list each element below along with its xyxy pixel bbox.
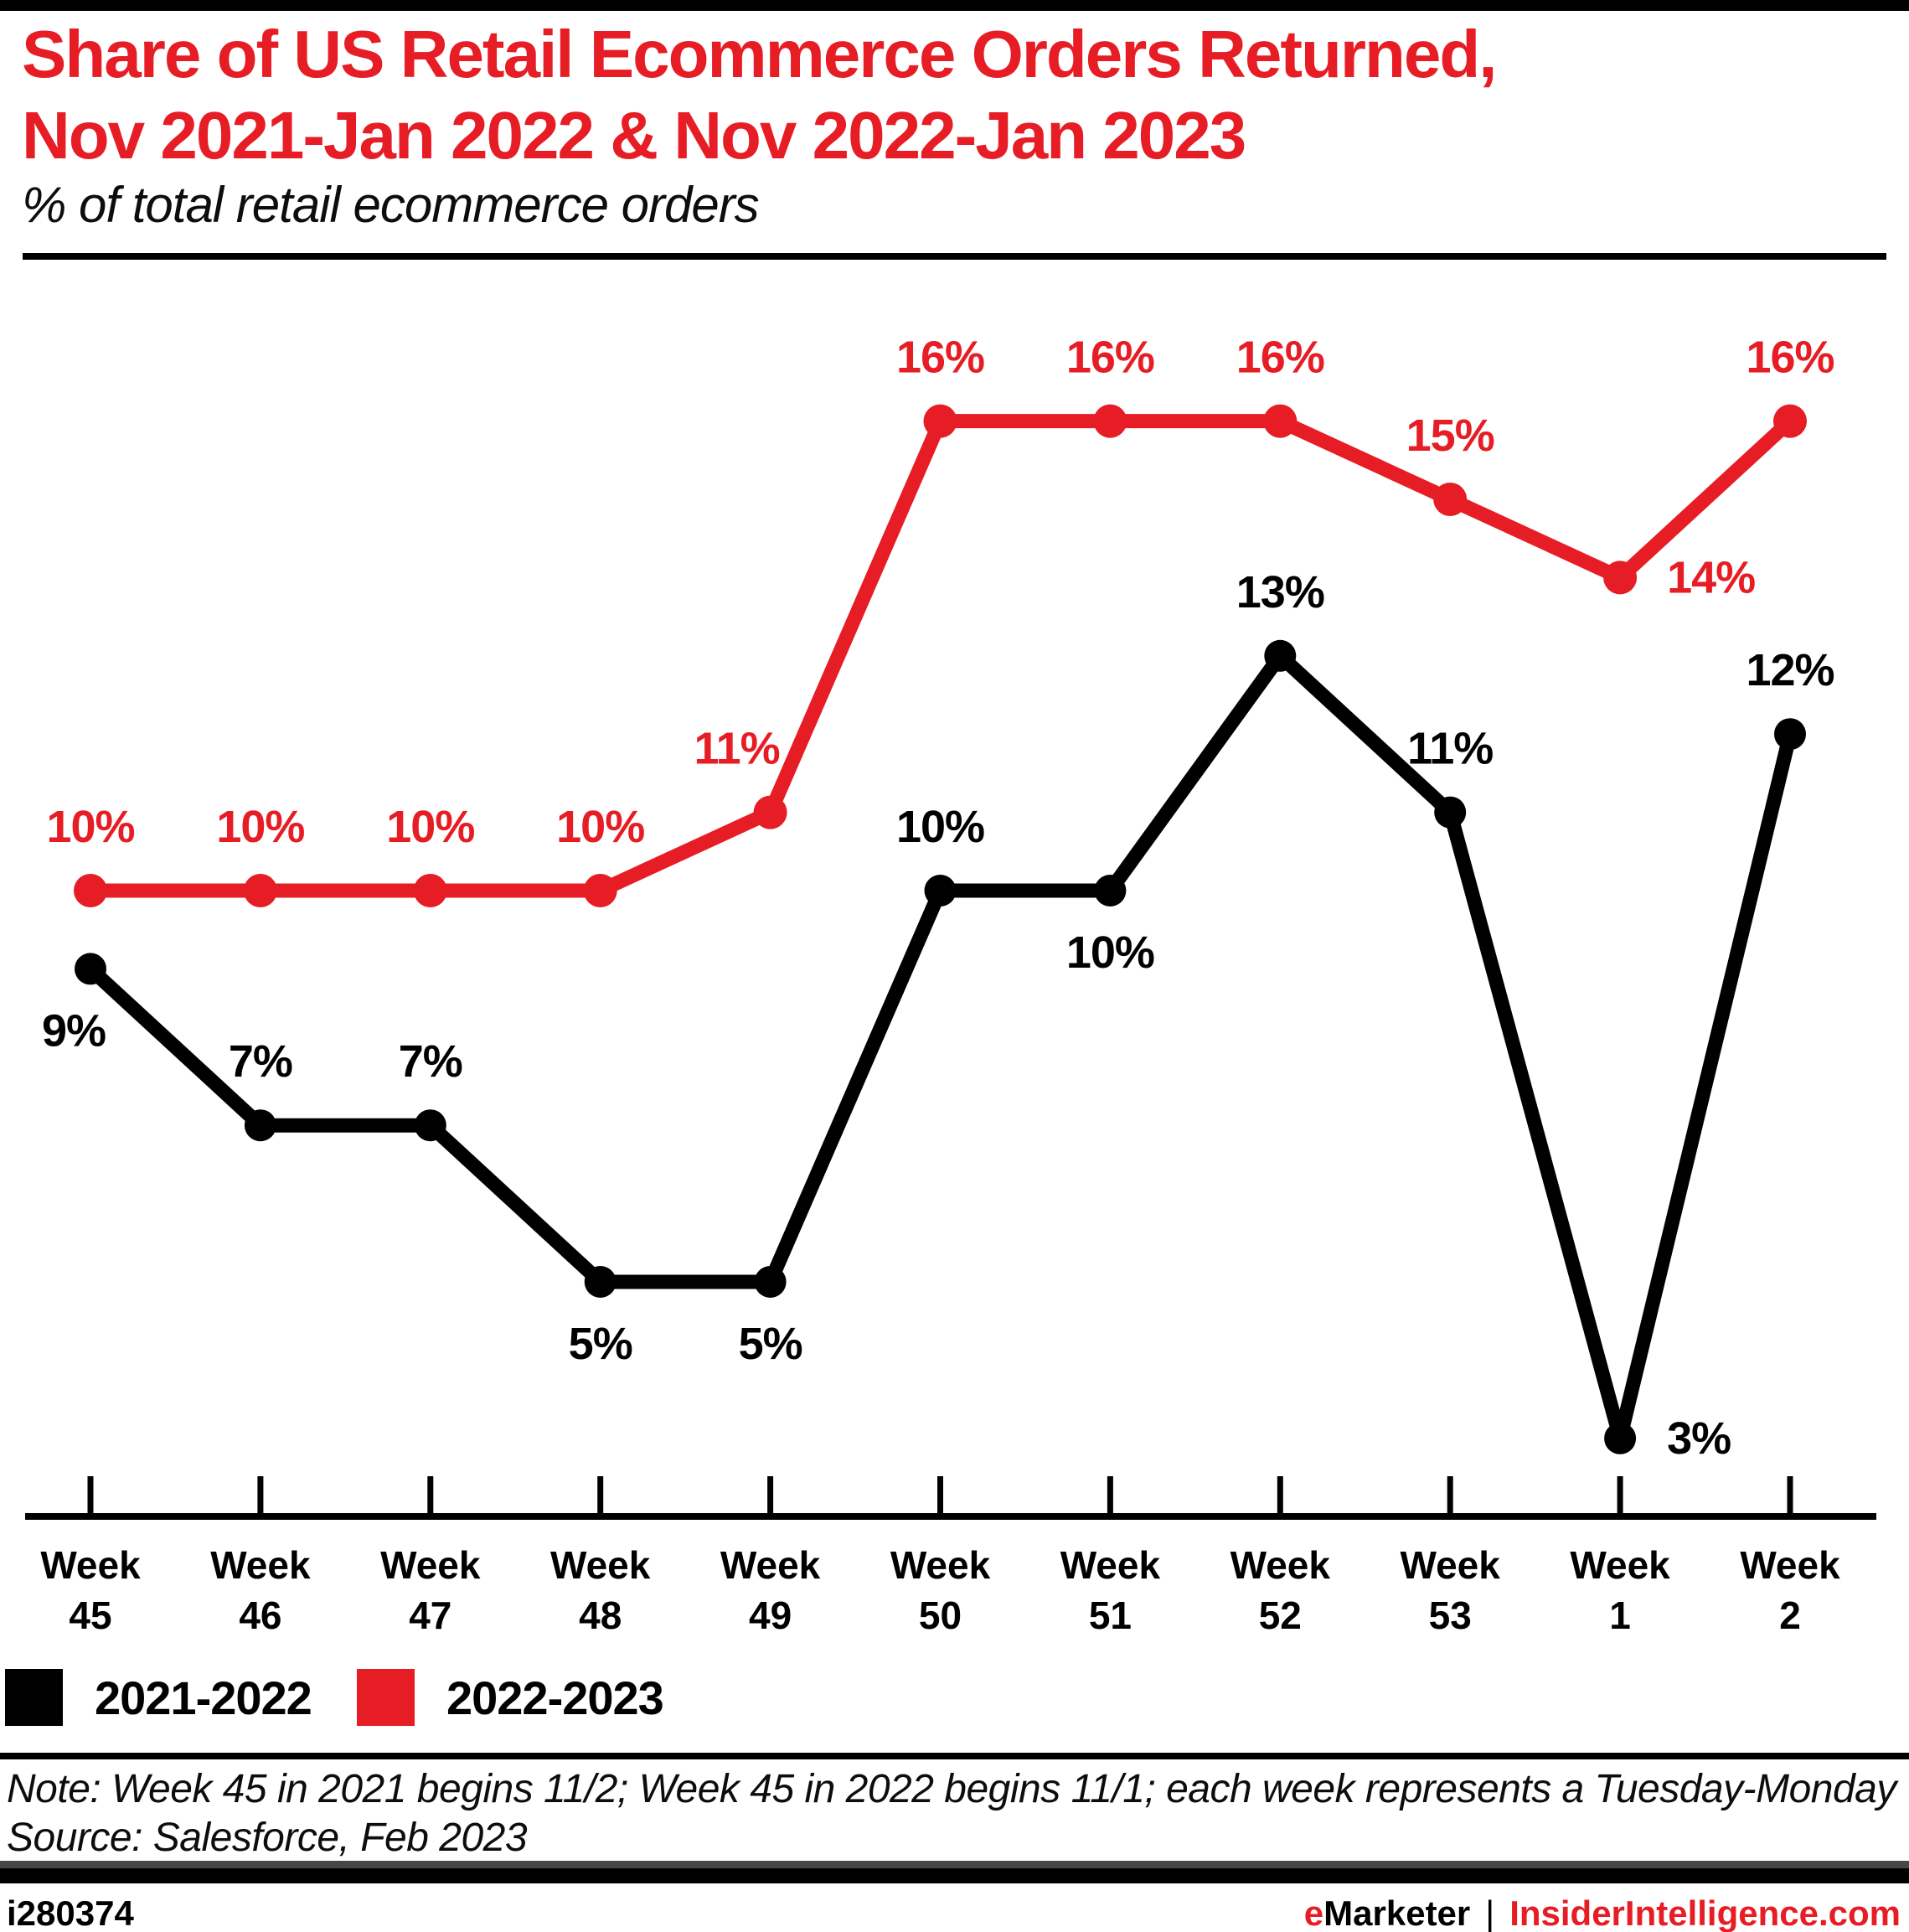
data-label: 5%	[569, 1319, 632, 1369]
data-label: 9%	[42, 1005, 106, 1056]
data-point	[75, 953, 106, 985]
x-axis-tick	[427, 1476, 434, 1520]
insider-intelligence-link[interactable]: InsiderIntelligence.com	[1509, 1893, 1901, 1932]
legend-swatch-2021-2022	[5, 1669, 63, 1726]
data-label: 12%	[1746, 645, 1834, 695]
emarketer-logo-e: e	[1303, 1893, 1324, 1932]
legend-label-2022-2023: 2022-2023	[446, 1671, 664, 1724]
x-axis-label: Week 49	[720, 1543, 821, 1637]
x-axis-label: Week 47	[380, 1543, 481, 1637]
data-label: 15%	[1406, 411, 1494, 461]
x-axis-tick	[87, 1476, 94, 1520]
data-label: 7%	[229, 1036, 292, 1087]
data-label: 10%	[46, 802, 134, 852]
x-axis-tick	[1447, 1476, 1453, 1520]
data-point	[754, 1266, 787, 1298]
x-axis-tick	[1107, 1476, 1113, 1520]
legend-label-2021-2022: 2021-2022	[95, 1671, 312, 1724]
chart-title: Share of US Retail Ecommerce Orders Retu…	[22, 13, 1497, 176]
data-label: 10%	[896, 802, 984, 852]
note-divider	[0, 1753, 1909, 1759]
data-point	[1774, 718, 1806, 751]
top-bar	[0, 0, 1909, 11]
data-label: 16%	[1066, 333, 1154, 383]
note-text: Note: Week 45 in 2021 begins 11/2; Week …	[7, 1767, 1896, 1811]
data-label: 16%	[896, 333, 984, 383]
data-point	[413, 874, 447, 907]
x-axis-label: Week 1	[1570, 1543, 1670, 1637]
data-point	[1264, 639, 1297, 672]
data-label: 3%	[1667, 1413, 1731, 1464]
title-divider	[23, 253, 1886, 260]
source-text: Source: Salesforce, Feb 2023	[7, 1816, 528, 1860]
data-label: 10%	[556, 802, 644, 852]
data-label: 10%	[386, 802, 474, 852]
data-point	[1603, 560, 1638, 595]
data-point	[1604, 1422, 1637, 1454]
legend-item-2021-2022: 2021-2022	[5, 1669, 312, 1726]
x-axis-tick	[1617, 1476, 1623, 1520]
data-label: 14%	[1667, 552, 1755, 602]
data-label: 7%	[399, 1036, 462, 1087]
data-point	[1093, 404, 1127, 438]
x-axis-tick	[767, 1476, 774, 1520]
series-line-2021-2022	[83, 648, 1798, 1446]
data-label: 5%	[739, 1319, 802, 1369]
x-axis-label: Week 2	[1740, 1543, 1840, 1637]
x-axis-label: Week 53	[1401, 1543, 1501, 1637]
emarketer-logo-rest: Marketer	[1323, 1893, 1471, 1932]
legend-item-2022-2023: 2022-2023	[357, 1669, 664, 1726]
data-point	[414, 1109, 446, 1142]
data-point	[1773, 404, 1807, 438]
x-axis-label: Week 52	[1231, 1543, 1331, 1637]
title-line-1: Share of US Retail Ecommerce Orders Retu…	[22, 17, 1497, 91]
chart-id: i280374	[7, 1893, 134, 1932]
data-point	[1263, 404, 1298, 438]
data-point	[243, 874, 277, 907]
x-axis-tick	[937, 1476, 943, 1520]
data-point	[753, 795, 787, 829]
footer-separator: |	[1485, 1893, 1495, 1932]
data-point	[924, 875, 957, 907]
data-point	[923, 404, 957, 438]
data-point	[1434, 796, 1467, 829]
x-axis-tick	[1787, 1476, 1793, 1520]
x-axis-tick	[597, 1476, 604, 1520]
data-label: 16%	[1746, 333, 1834, 383]
data-point	[583, 874, 617, 907]
data-label: 11%	[1407, 724, 1493, 774]
x-axis-line	[25, 1513, 1876, 1520]
chart-subtitle: % of total retail ecommerce orders	[22, 177, 760, 233]
data-point	[74, 874, 107, 907]
x-axis-label: Week 48	[550, 1543, 651, 1637]
data-point	[244, 1109, 276, 1142]
footer-brand: eMarketer | InsiderIntelligence.com	[1304, 1893, 1901, 1932]
data-label: 16%	[1236, 333, 1324, 383]
data-label: 13%	[1236, 567, 1324, 617]
data-label: 10%	[1066, 927, 1154, 978]
data-point	[584, 1266, 617, 1298]
x-axis-tick	[1277, 1476, 1283, 1520]
x-axis-label: Week 46	[210, 1543, 311, 1637]
data-point	[1094, 875, 1127, 907]
data-label: 10%	[216, 802, 304, 852]
footer-black-bar	[0, 1868, 1909, 1883]
x-axis-label: Week 51	[1060, 1543, 1161, 1637]
legend-swatch-2022-2023	[357, 1669, 415, 1726]
x-axis-tick	[257, 1476, 264, 1520]
footer-gray-bar	[0, 1861, 1909, 1868]
data-label: 11%	[694, 724, 780, 774]
data-point	[1433, 483, 1468, 516]
x-axis-label: Week 45	[40, 1543, 141, 1637]
x-axis-label: Week 50	[890, 1543, 991, 1637]
title-line-2: Nov 2021-Jan 2022 & Nov 2022-Jan 2023	[22, 98, 1246, 173]
